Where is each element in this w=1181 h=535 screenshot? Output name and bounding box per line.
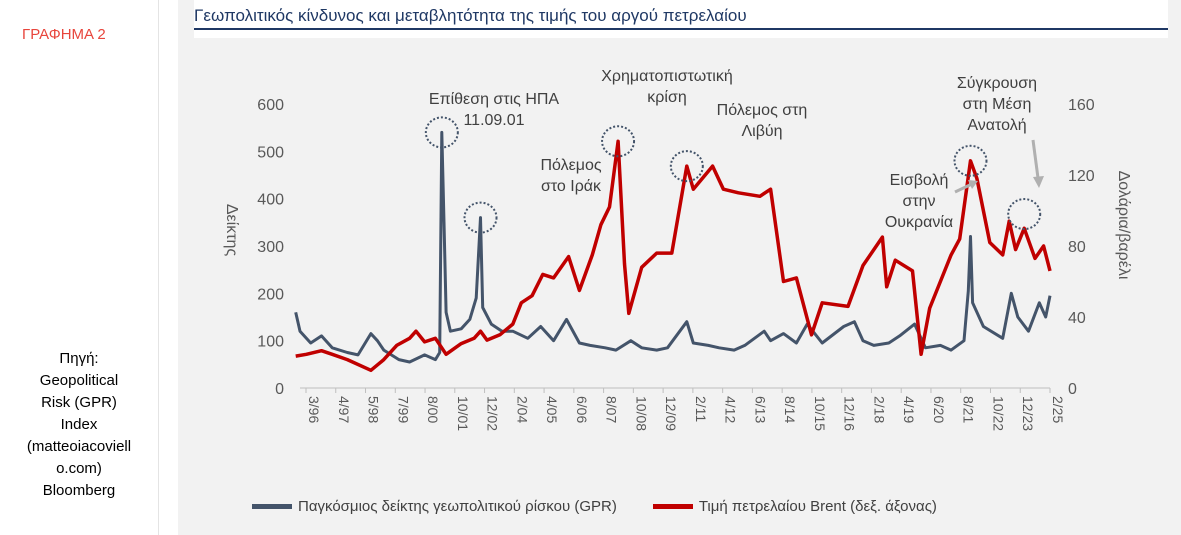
annotation-label: Χρηματοπιστωτική κρίση <box>601 68 733 106</box>
y-tick-label: 0 <box>275 381 284 398</box>
annotation-label: Σύγκρουση στη Μέση Ανατολή <box>957 75 1037 134</box>
x-tick-label: 8/21 <box>961 396 977 423</box>
x-tick-label: 4/05 <box>544 396 560 423</box>
y-tick-label: 300 <box>257 239 284 256</box>
x-tick-label: 8/07 <box>604 396 620 423</box>
legend: Παγκόσμιος δείκτης γεωπολιτικού ρίσκου (… <box>252 496 973 516</box>
x-tick-label: 2/11 <box>693 396 709 422</box>
legend-label-gpr: Παγκόσμιος δείκτης γεωπολιτικού ρίσκου (… <box>298 497 617 515</box>
annotation-label: Πόλεμος στο Ιράκ <box>540 157 602 195</box>
annotation-line: Πόλεμος <box>540 157 601 174</box>
x-tick-label: 4/97 <box>336 396 352 423</box>
y2-tick-label: 40 <box>1068 310 1086 327</box>
annotation-arrow-head <box>968 180 978 189</box>
y2-tick-label: 120 <box>1068 168 1095 185</box>
x-tick-label: 2/25 <box>1050 396 1066 423</box>
source-note: Πηγή: Geopolitical Risk (GPR) Index (mat… <box>26 350 132 499</box>
annotation-line: Σύγκρουση <box>957 75 1037 92</box>
annotation-label: Επίθεση στις ΗΠΑ 11.09.01 <box>429 91 560 129</box>
annotation-line: στο Ιράκ <box>541 178 602 195</box>
chart-lines <box>294 130 1052 373</box>
x-tick-label: 8/00 <box>425 396 441 423</box>
x-tick-label: 7/99 <box>395 396 411 423</box>
annotation-line: Ανατολή <box>967 117 1026 134</box>
legend-label-brent: Τιμή πετρελαίου Brent (δεξ. άξονας) <box>698 497 937 515</box>
y-axis-label: Δείκτης <box>223 204 240 257</box>
annotation-line: Εισβολή <box>890 172 949 189</box>
annotation-line: κρίση <box>647 89 686 106</box>
y2-tick-label: 0 <box>1068 381 1077 398</box>
annotation-line: στη Μέση <box>963 96 1032 113</box>
annotation-line: Ουκρανία <box>885 214 953 231</box>
y-tick-label: 100 <box>257 334 284 351</box>
x-tick-label: 12/02 <box>485 396 501 431</box>
chart-axes: 0 100 200 300 400 500 600 0 40 80 120 160 Δείκτης Δολ… <box>223 97 1132 431</box>
annotation-circle <box>463 201 498 234</box>
x-tick-label: 8/14 <box>782 396 798 423</box>
annotation-arrow-head <box>1033 176 1044 188</box>
x-tick-label: 5/98 <box>366 396 382 423</box>
annotation-circle <box>424 116 459 149</box>
x-tick-label: 4/19 <box>901 396 917 423</box>
annotation-label: Πόλεμος στη Λιβύη <box>717 102 808 140</box>
y2-axis-label: Δολάρια/βαρέλι <box>1115 171 1132 280</box>
legend-item-gpr: Παγκόσμιος δείκτης γεωπολιτικού ρίσκου (… <box>252 498 617 515</box>
y-tick-label: 200 <box>257 286 284 303</box>
annotation-circle <box>1007 198 1042 231</box>
x-tick-label: 12/23 <box>1020 396 1036 431</box>
annotation-circle <box>601 125 636 158</box>
y-tick-label: 400 <box>257 192 284 209</box>
legend-item-brent: Τιμή πετρελαίου Brent (δεξ. άξονας) <box>652 497 937 515</box>
y-tick-label: 500 <box>257 144 284 161</box>
chart-title: Γεωπολιτικός κίνδυνος και μεταβλητότητα … <box>194 6 747 25</box>
chart-annotations: Επίθεση στις ΗΠΑ 11.09.01 Πόλεμος στο Ιράκ Χ… <box>424 68 1044 234</box>
figure-label: ΓΡΑΦΗΜΑ 2 <box>22 26 106 43</box>
series-line-brent <box>295 139 1052 373</box>
annotation-line: στην <box>902 193 935 210</box>
legend-swatch-gpr <box>252 503 292 509</box>
legend-swatch-brent <box>652 503 693 509</box>
x-tick-label: 3/96 <box>306 396 322 423</box>
title-bar <box>194 0 1168 38</box>
x-tick-label: 2/18 <box>871 396 887 423</box>
x-tick-label: 10/08 <box>633 396 649 431</box>
annotation-circle <box>669 150 704 183</box>
series-line-gpr <box>294 130 1052 364</box>
x-tick-label: 12/16 <box>842 396 858 431</box>
x-tick-label: 10/01 <box>455 396 471 431</box>
x-tick-label: 6/20 <box>931 396 947 423</box>
annotation-circle <box>953 144 988 177</box>
annotation-line: 11.09.01 <box>463 112 524 129</box>
annotation-line: Πόλεμος στη <box>717 102 808 119</box>
title-underline <box>194 28 1168 30</box>
x-tick-label: 2/04 <box>514 396 530 423</box>
annotation-line: Χρηματοπιστωτική <box>601 68 733 85</box>
y-tick-label: 600 <box>257 97 284 114</box>
annotation-arrow <box>1031 139 1040 179</box>
y2-tick-label: 160 <box>1068 97 1095 114</box>
sidebar: ΓΡΑΦΗΜΑ 2 Πηγή: Geopolitical Risk (GPR) … <box>0 0 159 535</box>
x-tick-label: 12/09 <box>663 396 679 431</box>
x-tick-label: 6/06 <box>574 396 590 423</box>
annotation-line: Επίθεση στις ΗΠΑ <box>429 91 560 108</box>
x-tick-label: 4/12 <box>723 396 739 423</box>
x-tick-label: 6/13 <box>752 396 768 423</box>
y2-tick-label: 80 <box>1068 239 1086 256</box>
chart-panel <box>178 0 1181 535</box>
annotation-label: Εισβολή στην Ουκρανία <box>885 172 953 231</box>
x-tick-label: 10/15 <box>812 396 828 431</box>
x-tick-label: 10/22 <box>990 396 1006 431</box>
annotation-line: Λιβύη <box>741 123 782 140</box>
